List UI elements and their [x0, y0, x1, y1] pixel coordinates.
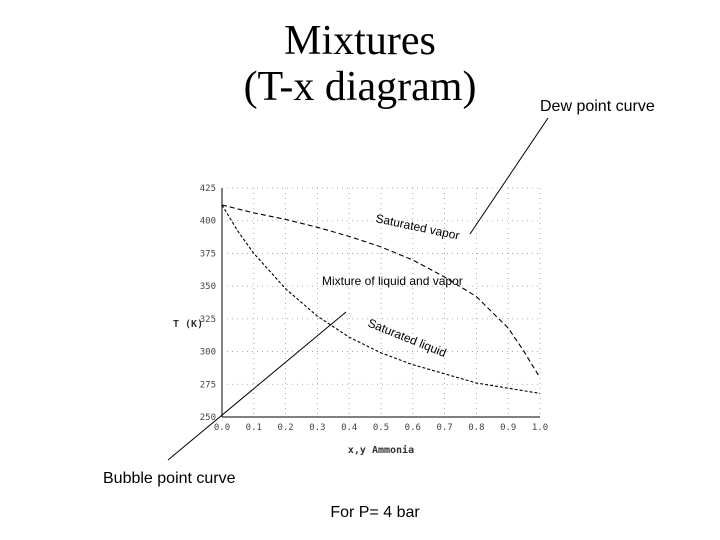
y-tick-label: 375 — [200, 249, 216, 259]
x-tick-label: 0.4 — [341, 423, 357, 433]
x-tick-label: 0.2 — [277, 423, 293, 433]
y-tick-label: 400 — [200, 217, 216, 227]
bubble-point-curve — [221, 204, 541, 394]
y-tick-label: 275 — [200, 380, 216, 390]
y-tick-label: 325 — [200, 315, 216, 325]
dew-point-curve — [221, 204, 541, 378]
title-line-1: Mixtures — [284, 18, 436, 64]
x-tick-label: 0.6 — [405, 423, 421, 433]
page-title: Mixtures (T-x diagram) — [180, 18, 540, 110]
x-tick-label: 0.3 — [309, 423, 325, 433]
y-tick-label: 350 — [200, 282, 216, 292]
bubble-point-callout: Bubble point curve — [103, 470, 236, 487]
y-tick-label: 425 — [200, 184, 216, 194]
saturated-liquid-label: Saturated liquid — [366, 316, 449, 360]
x-tick-label: 0.5 — [373, 423, 389, 433]
pressure-caption: For P= 4 bar — [330, 504, 420, 521]
x-tick-label: 0.1 — [246, 423, 262, 433]
mixture-region-label: Mixture of liquid and vapor — [322, 274, 463, 288]
x-tick-label: 1.0 — [532, 423, 548, 433]
x-tick-label: 0.0 — [214, 423, 230, 433]
y-axis-label: T (K) — [173, 319, 203, 330]
x-tick-label: 0.9 — [500, 423, 516, 433]
x-tick-label: 0.7 — [436, 423, 452, 433]
x-tick-label: 0.8 — [468, 423, 484, 433]
dew-callout-pointer — [469, 117, 549, 235]
y-tick-label: 250 — [200, 413, 216, 423]
title-line-2: (T-x diagram) — [243, 64, 477, 110]
y-tick-label: 300 — [200, 348, 216, 358]
saturated-vapor-label: Saturated vapor — [374, 211, 460, 242]
dew-point-callout: Dew point curve — [540, 98, 655, 115]
x-axis-label: x,y Ammonia — [348, 444, 414, 456]
bubble-callout-pointer — [167, 311, 347, 461]
